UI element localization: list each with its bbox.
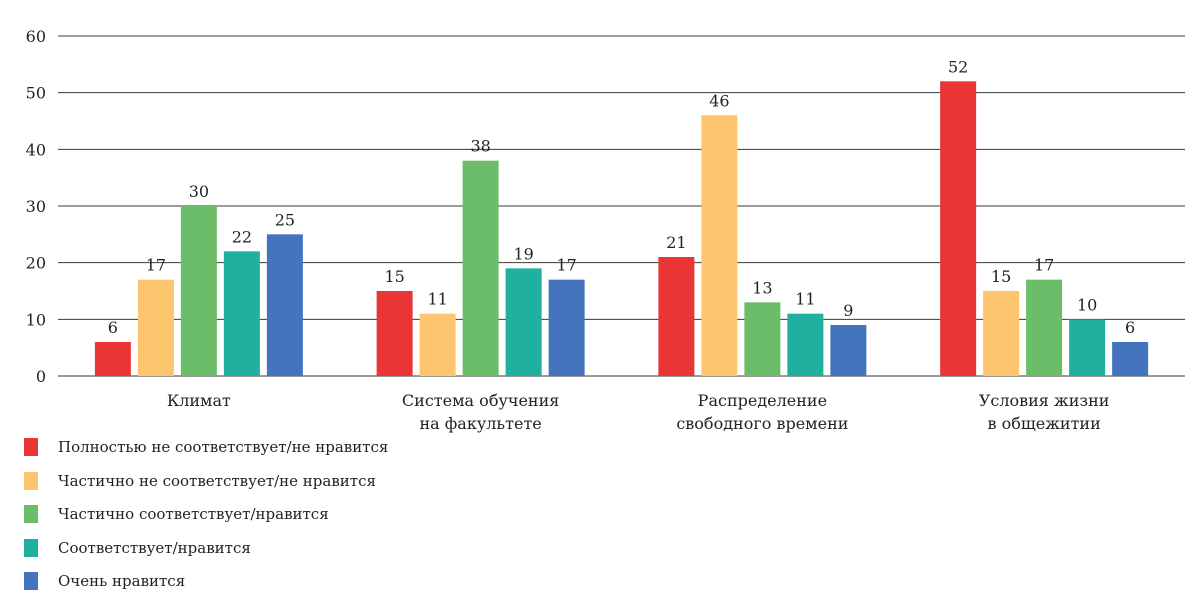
x-tick-label: свободного времени xyxy=(676,414,848,433)
legend-label: Частично не соответствует/не нравится xyxy=(58,471,376,490)
legend-item-like: Соответствует/нравится xyxy=(24,538,388,557)
legend-item-partly-dislike: Частично не соответствует/не нравится xyxy=(24,471,388,490)
x-tick-label: на факультете xyxy=(419,414,541,433)
data-label: 17 xyxy=(556,256,576,275)
legend-item-partly-like: Частично соответствует/нравится xyxy=(24,505,388,523)
bar xyxy=(266,234,303,376)
data-label: 22 xyxy=(232,227,252,246)
bar xyxy=(223,251,260,376)
y-tick-label: 10 xyxy=(26,310,46,329)
bar xyxy=(419,313,456,376)
data-label: 10 xyxy=(1077,295,1097,314)
y-tick-label: 50 xyxy=(26,84,46,103)
data-label: 11 xyxy=(795,290,815,309)
legend-label: Соответствует/нравится xyxy=(58,538,251,557)
bar xyxy=(462,160,499,376)
data-label: 15 xyxy=(384,267,404,286)
y-tick-label: 30 xyxy=(26,197,46,216)
data-label: 15 xyxy=(991,267,1011,286)
legend: Полностью не соответствует/не нравится Ч… xyxy=(24,438,388,606)
bar xyxy=(1026,279,1063,376)
data-label: 38 xyxy=(470,137,490,156)
data-label: 25 xyxy=(275,210,295,229)
bar xyxy=(180,206,217,376)
data-label: 9 xyxy=(843,301,853,320)
bar xyxy=(830,325,867,376)
data-label: 17 xyxy=(146,256,166,275)
y-tick-label: 20 xyxy=(26,254,46,273)
bar xyxy=(1112,342,1149,376)
bar xyxy=(376,291,413,376)
bar xyxy=(505,268,542,376)
data-label: 46 xyxy=(709,91,729,110)
x-tick-label: Распределение xyxy=(698,391,827,410)
bar xyxy=(787,313,824,376)
legend-label: Очень нравится xyxy=(58,572,186,590)
data-label: 30 xyxy=(189,182,209,201)
legend-item-very-like: Очень нравится xyxy=(24,572,388,590)
data-label: 6 xyxy=(1125,318,1135,337)
bar xyxy=(94,342,131,376)
bar xyxy=(744,302,781,376)
legend-item-fully-dislike: Полностью не соответствует/не нравится xyxy=(24,438,388,456)
data-label: 52 xyxy=(948,57,968,76)
bar xyxy=(658,257,695,376)
y-tick-label: 40 xyxy=(26,140,46,159)
bar xyxy=(983,291,1020,376)
legend-swatch xyxy=(24,505,38,523)
bar xyxy=(137,279,174,376)
data-label: 21 xyxy=(666,233,686,252)
data-label: 17 xyxy=(1034,256,1054,275)
legend-label: Частично соответствует/нравится xyxy=(58,505,329,523)
data-label: 13 xyxy=(752,278,772,297)
x-tick-label: в общежитии xyxy=(987,414,1100,433)
data-label: 6 xyxy=(108,318,118,337)
data-label: 19 xyxy=(513,244,533,263)
legend-swatch xyxy=(24,471,38,490)
bar xyxy=(701,115,738,376)
bar xyxy=(1069,319,1106,376)
legend-swatch xyxy=(24,438,38,456)
y-tick-label: 0 xyxy=(36,367,46,386)
x-tick-label: Система обучения xyxy=(402,391,559,410)
x-tick-label: Условия жизни xyxy=(979,391,1110,410)
bar xyxy=(940,81,977,376)
bar xyxy=(548,279,585,376)
y-tick-label: 60 xyxy=(26,27,46,46)
legend-swatch xyxy=(24,538,38,557)
x-tick-label: Климат xyxy=(167,391,231,410)
data-label: 11 xyxy=(427,290,447,309)
legend-label: Полностью не соответствует/не нравится xyxy=(58,438,389,456)
legend-swatch xyxy=(24,572,38,590)
